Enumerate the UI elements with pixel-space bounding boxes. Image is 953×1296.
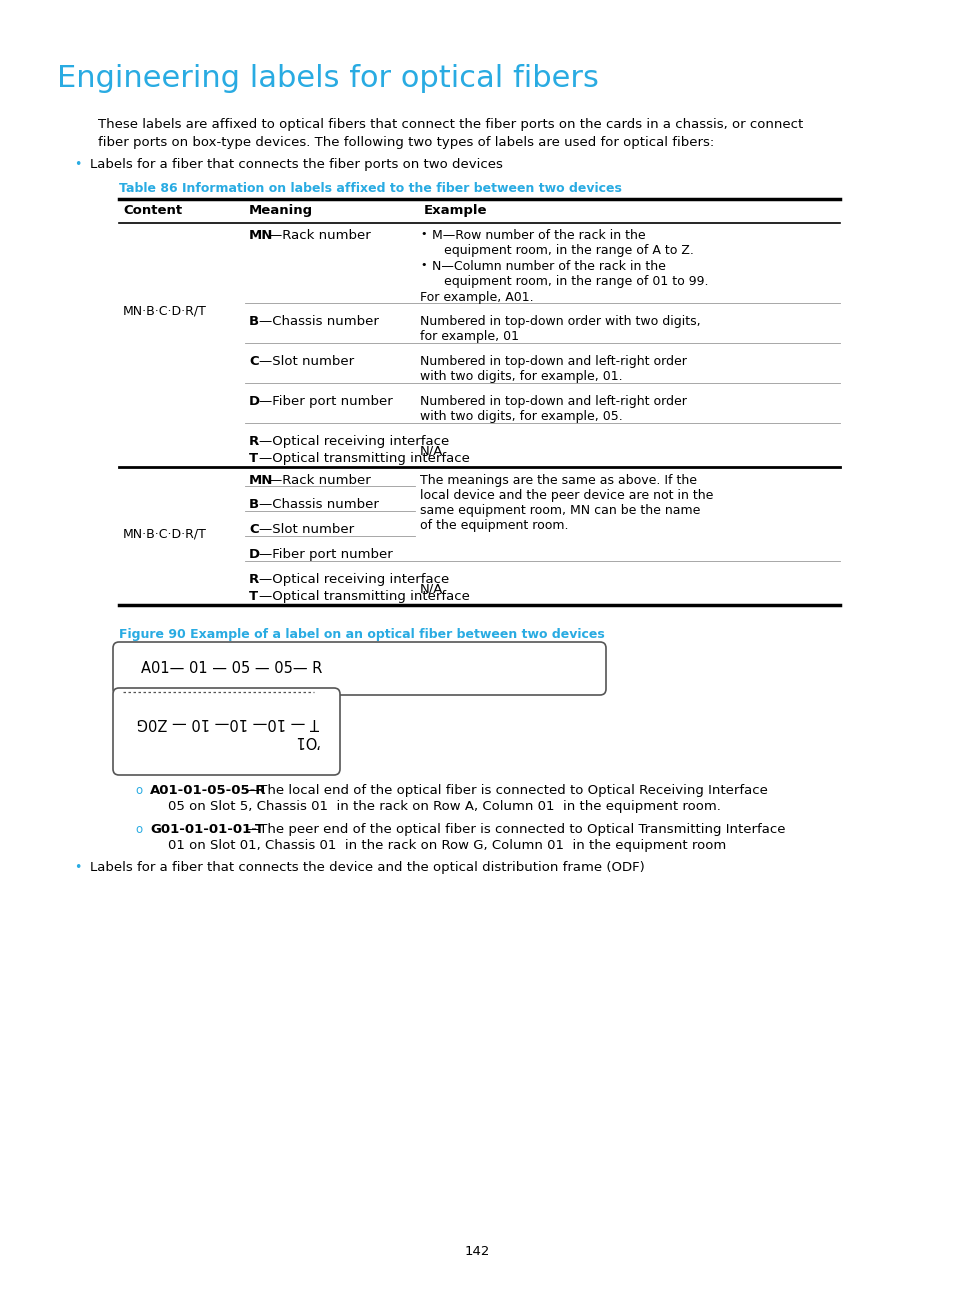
Text: B: B [249,315,259,328]
Text: N/A: N/A [419,582,443,595]
Text: N/A: N/A [419,445,443,457]
Text: —Optical receiving interface: —Optical receiving interface [258,573,449,586]
Text: Numbered in top-down and left-right order: Numbered in top-down and left-right orde… [419,355,686,368]
Text: o: o [135,823,142,836]
Text: —Optical transmitting interface: —Optical transmitting interface [258,452,470,465]
Text: —Slot number: —Slot number [258,524,354,537]
Text: R: R [249,573,259,586]
Text: —Rack number: —Rack number [269,229,371,242]
Text: —Optical receiving interface: —Optical receiving interface [258,435,449,448]
Text: Numbered in top-down and left-right order: Numbered in top-down and left-right orde… [419,395,686,408]
Text: equipment room, in the range of 01 to 99.: equipment room, in the range of 01 to 99… [432,275,708,288]
Text: —Chassis number: —Chassis number [258,315,378,328]
Text: —Fiber port number: —Fiber port number [258,548,393,561]
Text: MN·B·C·D·R/T: MN·B·C·D·R/T [123,305,207,318]
Text: Content: Content [123,203,182,216]
Text: The meanings are the same as above. If the: The meanings are the same as above. If t… [419,474,697,487]
Text: Figure 90 Example of a label on an optical fiber between two devices: Figure 90 Example of a label on an optic… [119,629,604,642]
Text: C: C [249,355,258,368]
Text: with two digits, for example, 01.: with two digits, for example, 01. [419,369,622,384]
Text: equipment room, in the range of A to Z.: equipment room, in the range of A to Z. [432,244,693,257]
Text: MN: MN [249,474,274,487]
Text: with two digits, for example, 05.: with two digits, for example, 05. [419,410,622,422]
Text: fiber ports on box-type devices. The following two types of labels are used for : fiber ports on box-type devices. The fol… [98,136,714,149]
Text: B: B [249,498,259,511]
Text: Meaning: Meaning [249,203,313,216]
Text: D: D [249,548,260,561]
Text: Engineering labels for optical fibers: Engineering labels for optical fibers [57,64,598,93]
Text: N—Column number of the rack in the: N—Column number of the rack in the [432,260,665,273]
Text: D: D [249,395,260,408]
Text: M—Row number of the rack in the: M—Row number of the rack in the [432,229,645,242]
Text: —Chassis number: —Chassis number [258,498,378,511]
Text: Labels for a fiber that connects the fiber ports on two devices: Labels for a fiber that connects the fib… [90,158,502,171]
Text: MN: MN [249,229,274,242]
Text: 01 on Slot 01, Chassis 01  in the rack on Row G, Column 01  in the equipment roo: 01 on Slot 01, Chassis 01 in the rack on… [168,839,725,851]
Text: —The local end of the optical fiber is connected to Optical Receiving Interface: —The local end of the optical fiber is c… [246,784,767,797]
Text: These labels are affixed to optical fibers that connect the fiber ports on the c: These labels are affixed to optical fibe… [98,118,802,131]
Text: 05 on Slot 5, Chassis 01  in the rack on Row A, Column 01  in the equipment room: 05 on Slot 5, Chassis 01 in the rack on … [168,800,720,813]
Text: 142: 142 [464,1245,489,1258]
Text: for example, 01: for example, 01 [419,330,518,343]
Text: Table 86 Information on labels affixed to the fiber between two devices: Table 86 Information on labels affixed t… [119,181,621,194]
Text: •: • [419,229,426,238]
FancyBboxPatch shape [112,642,605,695]
Text: of the equipment room.: of the equipment room. [419,518,568,531]
Text: Numbered in top-down order with two digits,: Numbered in top-down order with two digi… [419,315,700,328]
Text: T: T [249,590,258,603]
Text: For example, A01.: For example, A01. [419,292,533,305]
Text: R: R [249,435,259,448]
Text: •: • [419,260,426,270]
Text: same equipment room, MN can be the name: same equipment room, MN can be the name [419,504,700,517]
Text: —The peer end of the optical fiber is connected to Optical Transmitting Interfac: —The peer end of the optical fiber is co… [246,823,784,836]
Text: —Slot number: —Slot number [258,355,354,368]
Text: ʼO1: ʼO1 [294,734,318,748]
Text: —Fiber port number: —Fiber port number [258,395,393,408]
Text: •: • [74,861,81,874]
Text: MN·B·C·D·R/T: MN·B·C·D·R/T [123,527,207,540]
Text: local device and the peer device are not in the: local device and the peer device are not… [419,489,713,502]
Text: Labels for a fiber that connects the device and the optical distribution frame (: Labels for a fiber that connects the dev… [90,861,644,874]
Text: T — 10— 10— 10 — Z0G: T — 10— 10— 10 — Z0G [136,715,318,730]
Text: A01-01-05-05-R: A01-01-05-05-R [150,784,266,797]
Text: —Rack number: —Rack number [269,474,371,487]
Text: •: • [74,158,81,171]
Text: Example: Example [423,203,487,216]
Text: o: o [135,784,142,797]
Text: C: C [249,524,258,537]
Text: G01-01-01-01-T: G01-01-01-01-T [150,823,264,836]
Text: T: T [249,452,258,465]
Text: —Optical transmitting interface: —Optical transmitting interface [258,590,470,603]
FancyBboxPatch shape [112,688,339,775]
Text: A01— 01 — 05 — 05— R: A01— 01 — 05 — 05— R [141,661,322,677]
